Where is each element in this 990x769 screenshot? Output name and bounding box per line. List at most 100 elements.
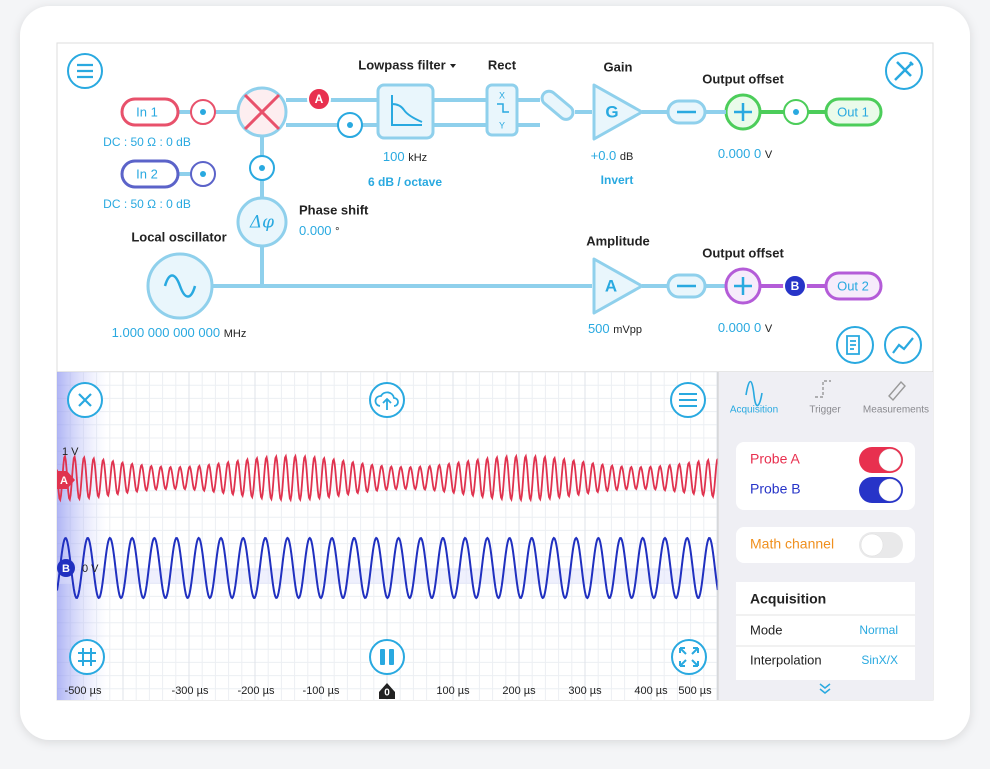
icon	[77, 63, 93, 79]
output-pill	[824, 271, 883, 301]
plus	[734, 277, 752, 295]
sine-icon	[163, 274, 197, 298]
phase-shift[interactable]: Δφ Phase shift 0.000 °	[236, 196, 369, 248]
output-offset-2[interactable]: Output offset 0.000 0 V	[666, 245, 784, 335]
icon	[679, 647, 699, 667]
y-label: 1 V	[62, 446, 79, 458]
expand-button[interactable]	[671, 639, 707, 675]
gain-value: +0.0 dB	[591, 148, 634, 163]
grid-button[interactable]	[69, 639, 105, 675]
offset-title: Output offset	[702, 245, 784, 260]
row-label: Interpolation	[750, 652, 822, 667]
rectifier[interactable]: Rect X Y	[485, 57, 519, 137]
node-dot	[200, 109, 206, 115]
more-chevron[interactable]	[819, 683, 831, 694]
mixer[interactable]	[236, 86, 288, 138]
probe-badge[interactable]	[307, 87, 331, 111]
tools-button[interactable]	[885, 52, 923, 90]
icon	[380, 649, 385, 665]
icon	[846, 335, 860, 355]
gain[interactable]: G Gain +0.0 dB Invert	[591, 59, 644, 187]
toggle-label: Math channel	[750, 536, 834, 552]
marker-label: A	[60, 475, 68, 487]
marker-label: 0	[384, 688, 390, 699]
local-oscillator[interactable]: Local oscillator 1.000 000 000 000 MHz	[112, 229, 247, 340]
input-pill[interactable]	[120, 97, 180, 127]
offset-title: Output offset	[702, 71, 784, 86]
row-value[interactable]: SinX/X	[861, 653, 898, 667]
unit: dB	[620, 151, 633, 163]
icon-circle	[369, 639, 405, 675]
rect-symbol: Y	[499, 120, 505, 130]
amplitude-triangle	[592, 257, 644, 315]
lowpass-filter[interactable]: Lowpass filter 100 kHz 6 dB / octave	[358, 57, 456, 189]
waveform-a	[57, 453, 718, 503]
x-tick-label: -300 µs	[172, 685, 209, 697]
icon-circle	[69, 639, 105, 675]
lowpass-value: 100 kHz	[383, 149, 427, 164]
zero-band	[57, 568, 718, 584]
rect-icon	[497, 103, 509, 113]
x-ticks: -500 µs -300 µs -200 µs -100 µs 100 µs 200 µs…	[65, 685, 713, 697]
icon	[679, 393, 697, 407]
upload-button[interactable]	[369, 382, 405, 418]
output-1[interactable]: Out 1	[824, 97, 883, 127]
x-tick-label: 100 µs	[436, 685, 470, 697]
gain-symbol: G	[605, 102, 618, 121]
waveform-b	[57, 536, 718, 600]
notes-button[interactable]	[836, 326, 874, 364]
marker-shape	[379, 683, 395, 699]
tab-label[interactable]: Acquisition	[730, 405, 778, 416]
menu-button[interactable]	[67, 53, 103, 89]
channel-marker[interactable]: A	[57, 471, 75, 489]
acquisition-rows: Mode Normal Interpolation SinX/X	[750, 622, 898, 667]
close-button[interactable]	[67, 382, 103, 418]
toggle-label: Probe B	[750, 481, 801, 497]
tab-icon[interactable]	[888, 380, 906, 402]
trigger-marker[interactable]: 0	[379, 683, 395, 699]
toggle-knob	[878, 478, 902, 502]
node-dot	[347, 122, 353, 128]
phase-value: 0.000 °	[299, 223, 340, 238]
tab-label[interactable]: Trigger	[809, 405, 841, 416]
amplitude-symbol: A	[605, 276, 617, 295]
switch[interactable]	[539, 88, 576, 122]
x-tick-label: -500 µs	[65, 685, 102, 697]
tab-label[interactable]: Measurements	[863, 405, 929, 416]
settings-button[interactable]	[670, 382, 706, 418]
oscillator-value: 1.000 000 000 000 MHz	[112, 325, 247, 340]
unit: kHz	[408, 152, 427, 164]
marker-shape	[57, 559, 75, 577]
node-dot	[793, 109, 799, 115]
output-pill	[824, 97, 883, 127]
amplitude[interactable]: A Amplitude 500 mVpp	[586, 233, 650, 336]
toggle-label: Probe A	[750, 451, 800, 467]
icon	[374, 391, 399, 410]
amplitude-value: 500 mVpp	[588, 321, 642, 336]
icon	[78, 648, 96, 666]
value: 0.000 0	[718, 146, 761, 161]
output-offset-1[interactable]: Output offset 0.000 0 V	[666, 71, 784, 161]
chart-button[interactable]	[884, 326, 922, 364]
unit: mVpp	[613, 324, 642, 336]
toggle-knob	[860, 533, 884, 557]
phase-symbol: Δφ	[249, 213, 274, 233]
input-pill[interactable]	[120, 159, 180, 189]
pause-button[interactable]	[369, 639, 405, 675]
value: 500	[588, 321, 610, 336]
probe-badge[interactable]	[783, 274, 807, 298]
phase-circle	[236, 196, 288, 248]
tab-icon[interactable]	[815, 380, 831, 398]
row-value[interactable]: Normal	[859, 623, 898, 637]
channel-marker[interactable]: B	[57, 559, 75, 577]
icon-circle	[884, 326, 922, 364]
tab-icon[interactable]	[745, 380, 763, 407]
output-2[interactable]: Out 2	[824, 271, 883, 301]
section-title: Acquisition	[750, 591, 826, 607]
lowpass-icon	[391, 95, 423, 126]
row-label: Mode	[750, 622, 783, 637]
value: 100	[383, 149, 405, 164]
phase-title: Phase shift	[299, 202, 369, 217]
marker-label: B	[62, 563, 70, 575]
